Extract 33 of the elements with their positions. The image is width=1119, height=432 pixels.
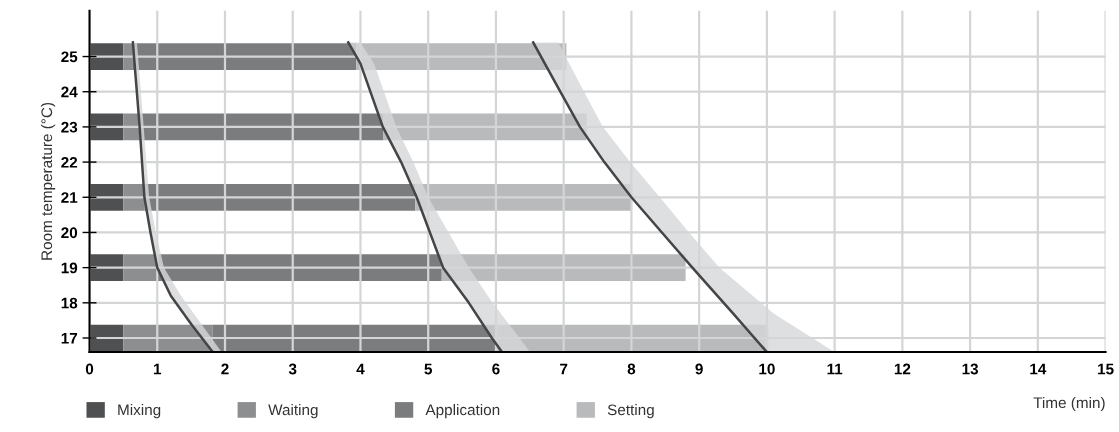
x-tick-label: 3 [288, 363, 297, 375]
bar [123, 183, 145, 211]
x-tick-label: 13 [962, 363, 979, 375]
y-axis-title: Room temperature (°C) [40, 102, 56, 260]
x-tick-label: 4 [356, 363, 365, 375]
y-tick-label: 25 [61, 51, 78, 63]
x-tick-label: 6 [492, 363, 500, 375]
legend-label: Waiting [268, 404, 318, 419]
x-tick-label: 12 [894, 363, 911, 375]
y-tick-label: 23 [61, 121, 78, 133]
x-tick-label: 15 [1098, 363, 1114, 375]
x-tick-label: 8 [627, 363, 636, 375]
y-tick-label: 21 [61, 192, 78, 203]
y-tick-label: 17 [61, 333, 78, 344]
y-tick-label: 22 [61, 156, 78, 168]
x-tick-label: 10 [759, 363, 775, 375]
legend-label: Application [425, 404, 500, 419]
x-tick-label: 9 [695, 363, 703, 375]
legend-label: Setting [607, 404, 654, 419]
y-tick-label: 20 [61, 227, 78, 239]
x-tick-label: 7 [560, 363, 568, 375]
legend-label: Mixing [118, 404, 161, 419]
x-tick-label: 14 [1030, 363, 1047, 375]
x-tick-label: 2 [221, 363, 229, 375]
x-axis-title: Time (min) [1033, 396, 1105, 412]
x-tick-label: 1 [153, 363, 162, 375]
x-tick-label: 0 [85, 363, 94, 375]
y-tick-label: 18 [61, 297, 78, 309]
bar [123, 43, 133, 70]
x-tick-label: 5 [424, 363, 433, 375]
y-tick-label: 24 [61, 86, 78, 98]
y-tick-label: 19 [61, 262, 78, 274]
x-tick-label: 11 [827, 363, 843, 375]
